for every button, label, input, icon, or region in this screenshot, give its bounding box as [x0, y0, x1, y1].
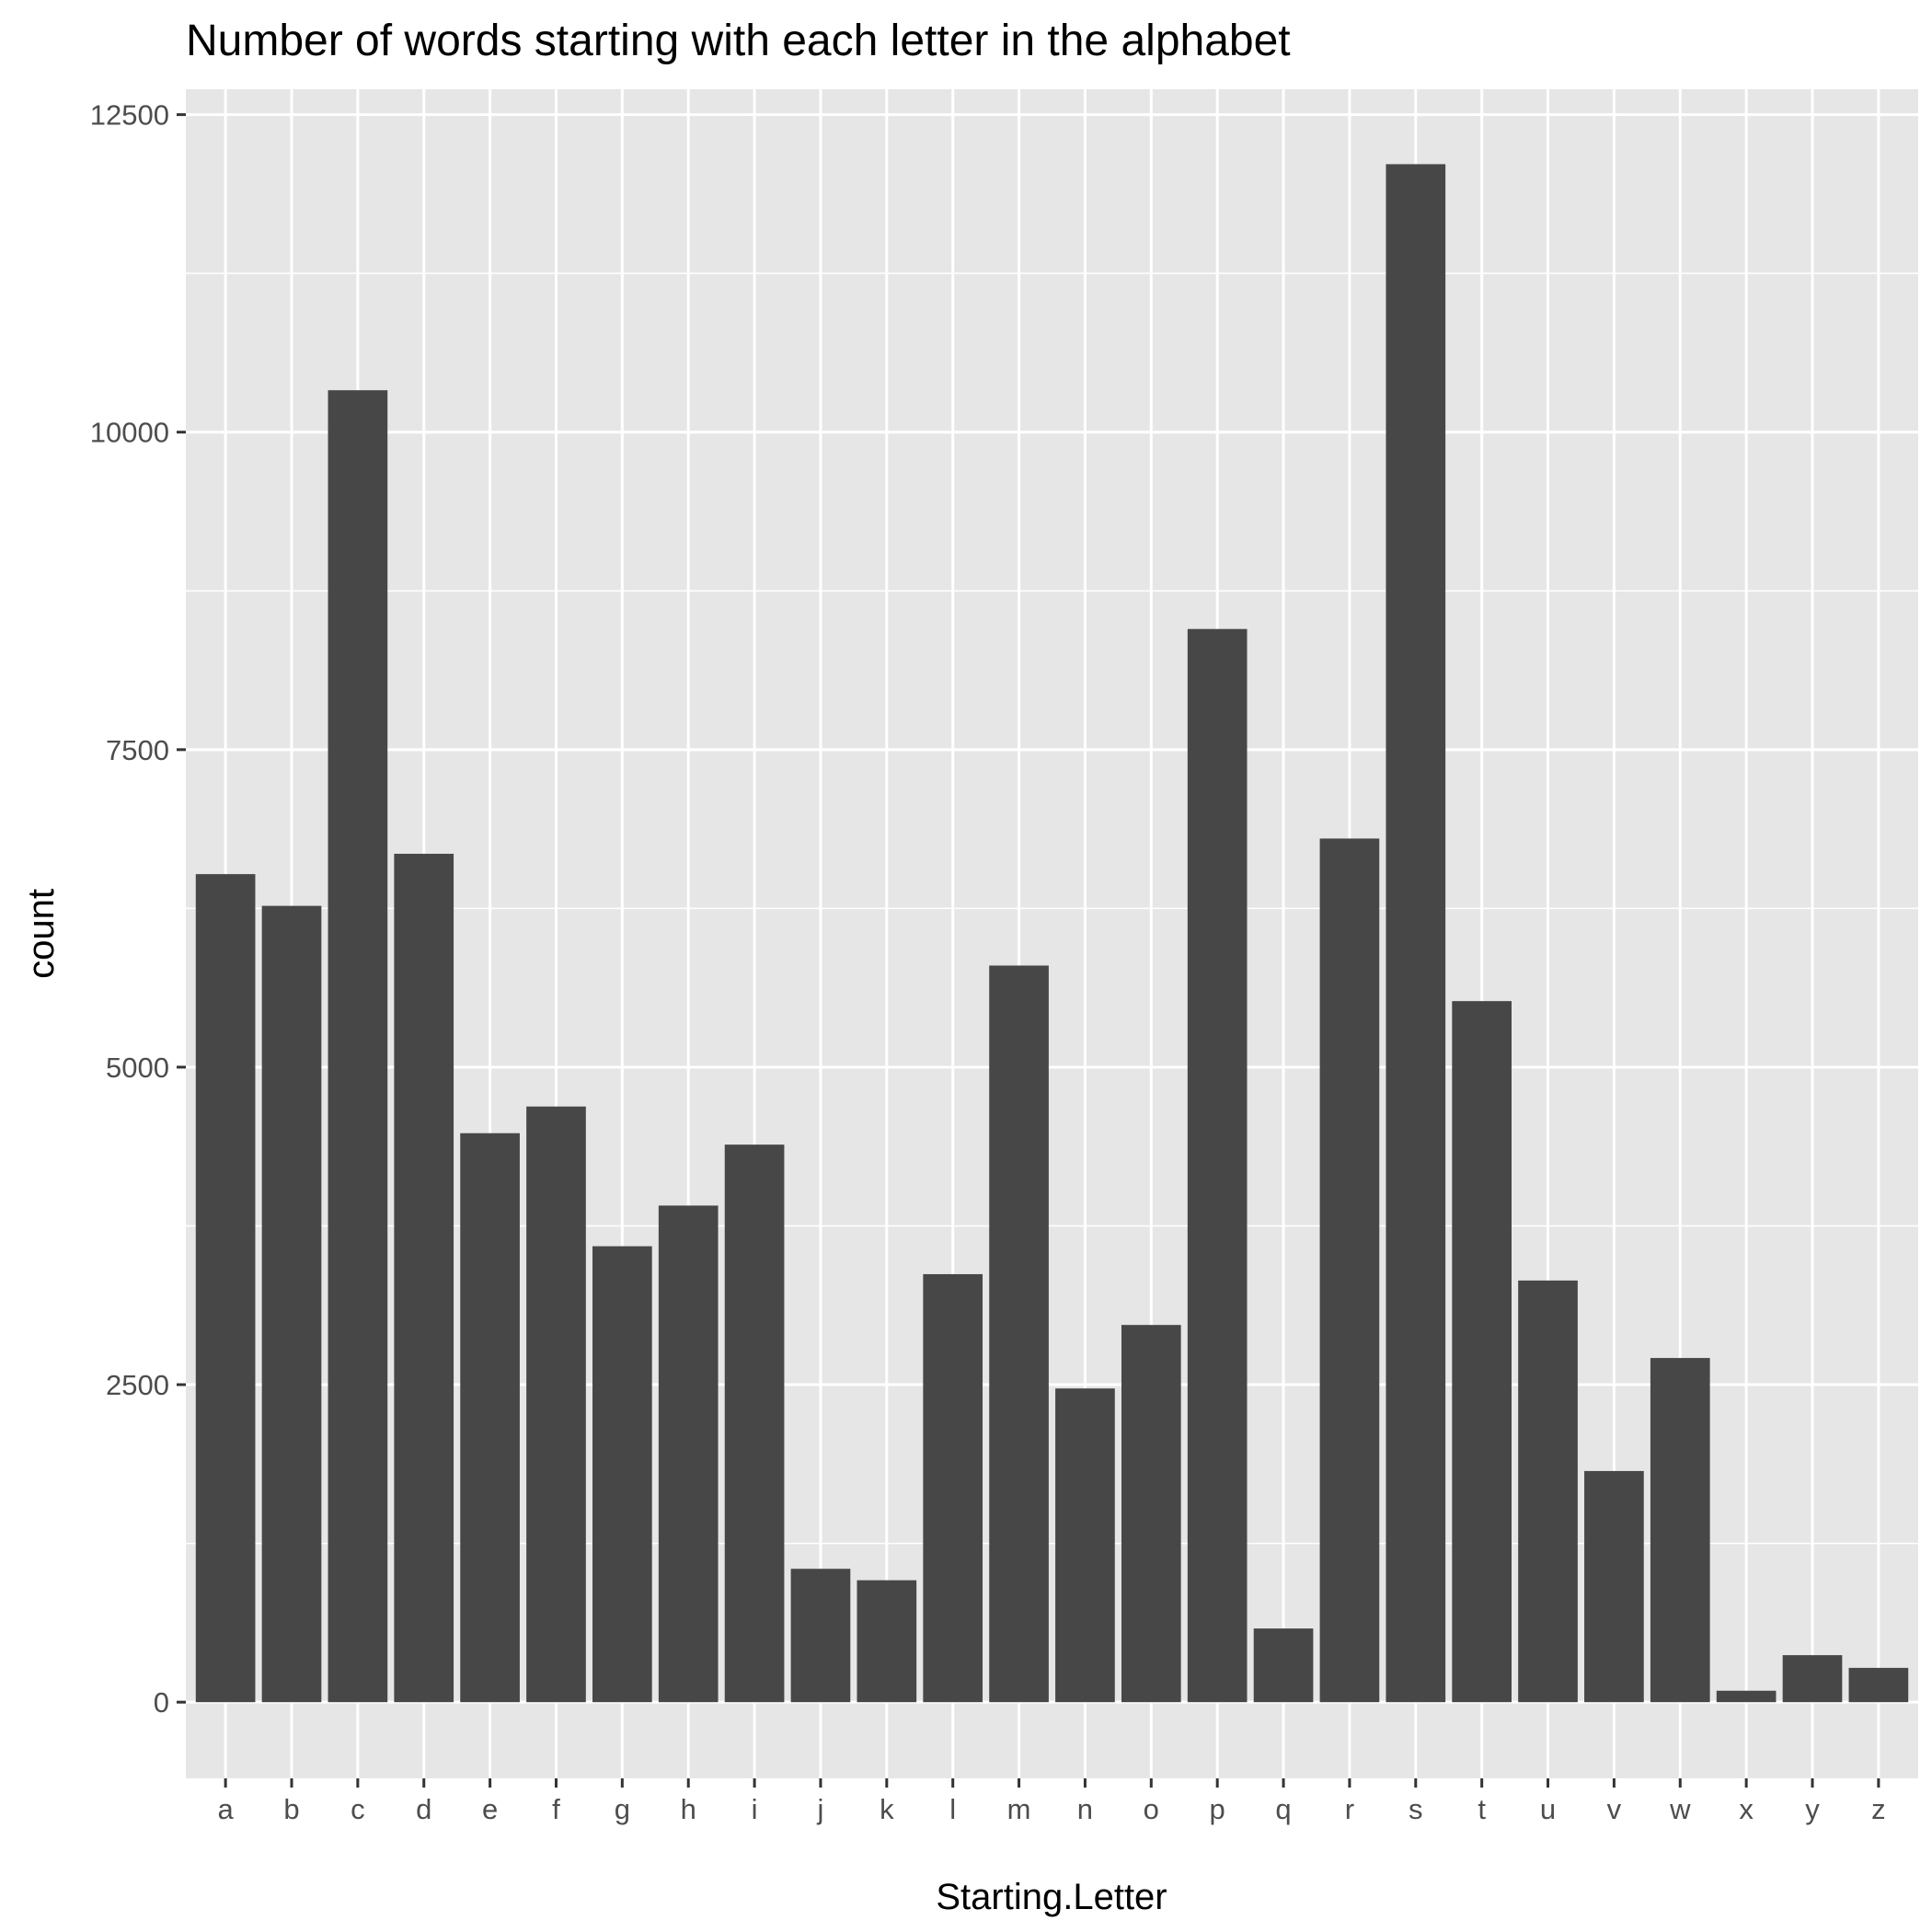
y-axis-title: count	[21, 889, 62, 979]
bar-q	[1253, 1628, 1314, 1703]
bar-r	[1319, 838, 1380, 1703]
x-tick-label: n	[1077, 1793, 1093, 1825]
x-tick-label: p	[1210, 1793, 1225, 1825]
x-tick-label: s	[1409, 1793, 1423, 1825]
bar-i	[724, 1144, 785, 1703]
bar-u	[1518, 1280, 1578, 1703]
bars	[195, 164, 1909, 1703]
bar-v	[1584, 1470, 1644, 1703]
x-tick-label: d	[416, 1793, 431, 1825]
y-tick-label: 7500	[106, 734, 169, 766]
x-tick-label: i	[752, 1793, 758, 1825]
bar-s	[1386, 164, 1446, 1703]
x-tick-label: x	[1739, 1793, 1754, 1825]
x-tick-label: j	[817, 1793, 824, 1825]
x-tick-label: k	[880, 1793, 894, 1825]
x-tick-label: b	[283, 1793, 299, 1825]
chart-title: Number of words starting with each lette…	[186, 17, 1291, 65]
x-tick-label: t	[1478, 1793, 1486, 1825]
bar-l	[923, 1273, 983, 1703]
x-tick-label: l	[949, 1793, 956, 1825]
bar-p	[1187, 628, 1248, 1703]
bar-w	[1650, 1358, 1710, 1703]
x-tick-label: a	[217, 1793, 234, 1825]
bar-b	[261, 905, 322, 1703]
bar-z	[1848, 1667, 1909, 1703]
x-tick-label: q	[1275, 1793, 1291, 1825]
bar-h	[658, 1205, 719, 1703]
x-tick-label: f	[552, 1793, 560, 1825]
x-tick-label: h	[681, 1793, 696, 1825]
x-axis-title: Starting.Letter	[936, 1877, 1167, 1917]
x-tick-label: v	[1607, 1793, 1622, 1825]
bar-m	[989, 965, 1049, 1703]
bar-o	[1121, 1325, 1181, 1703]
y-tick-label: 2500	[106, 1369, 169, 1401]
bar-t	[1452, 1001, 1512, 1703]
bar-a	[195, 874, 256, 1703]
bar-g	[592, 1246, 652, 1703]
x-tick-label: e	[482, 1793, 498, 1825]
x-tick-label: g	[615, 1793, 630, 1825]
bar-y	[1782, 1655, 1843, 1703]
bar-k	[857, 1580, 917, 1703]
x-tick-label: r	[1345, 1793, 1354, 1825]
y-tick-label: 0	[154, 1686, 169, 1719]
x-tick-label: u	[1540, 1793, 1556, 1825]
x-tick-label: m	[1007, 1793, 1031, 1825]
bar-e	[460, 1133, 520, 1703]
x-tick-label: y	[1805, 1793, 1820, 1825]
bar-f	[526, 1106, 586, 1703]
bar-d	[394, 854, 454, 1703]
bar-j	[790, 1569, 851, 1703]
axes: 0 2500 5000 7500 10000 12500 a b c d e f g h i j k l m n o p q…	[90, 99, 1886, 1825]
y-tick-label: 10000	[90, 417, 169, 449]
x-tick-label: w	[1669, 1793, 1691, 1825]
x-tick-label: o	[1144, 1793, 1159, 1825]
y-tick-label: 5000	[106, 1052, 169, 1084]
bar-x	[1716, 1690, 1777, 1703]
y-tick-label: 12500	[90, 99, 169, 132]
bar-n	[1055, 1388, 1115, 1703]
x-tick-label: c	[351, 1793, 365, 1825]
x-tick-label: z	[1871, 1793, 1886, 1825]
bar-c	[328, 390, 388, 1703]
